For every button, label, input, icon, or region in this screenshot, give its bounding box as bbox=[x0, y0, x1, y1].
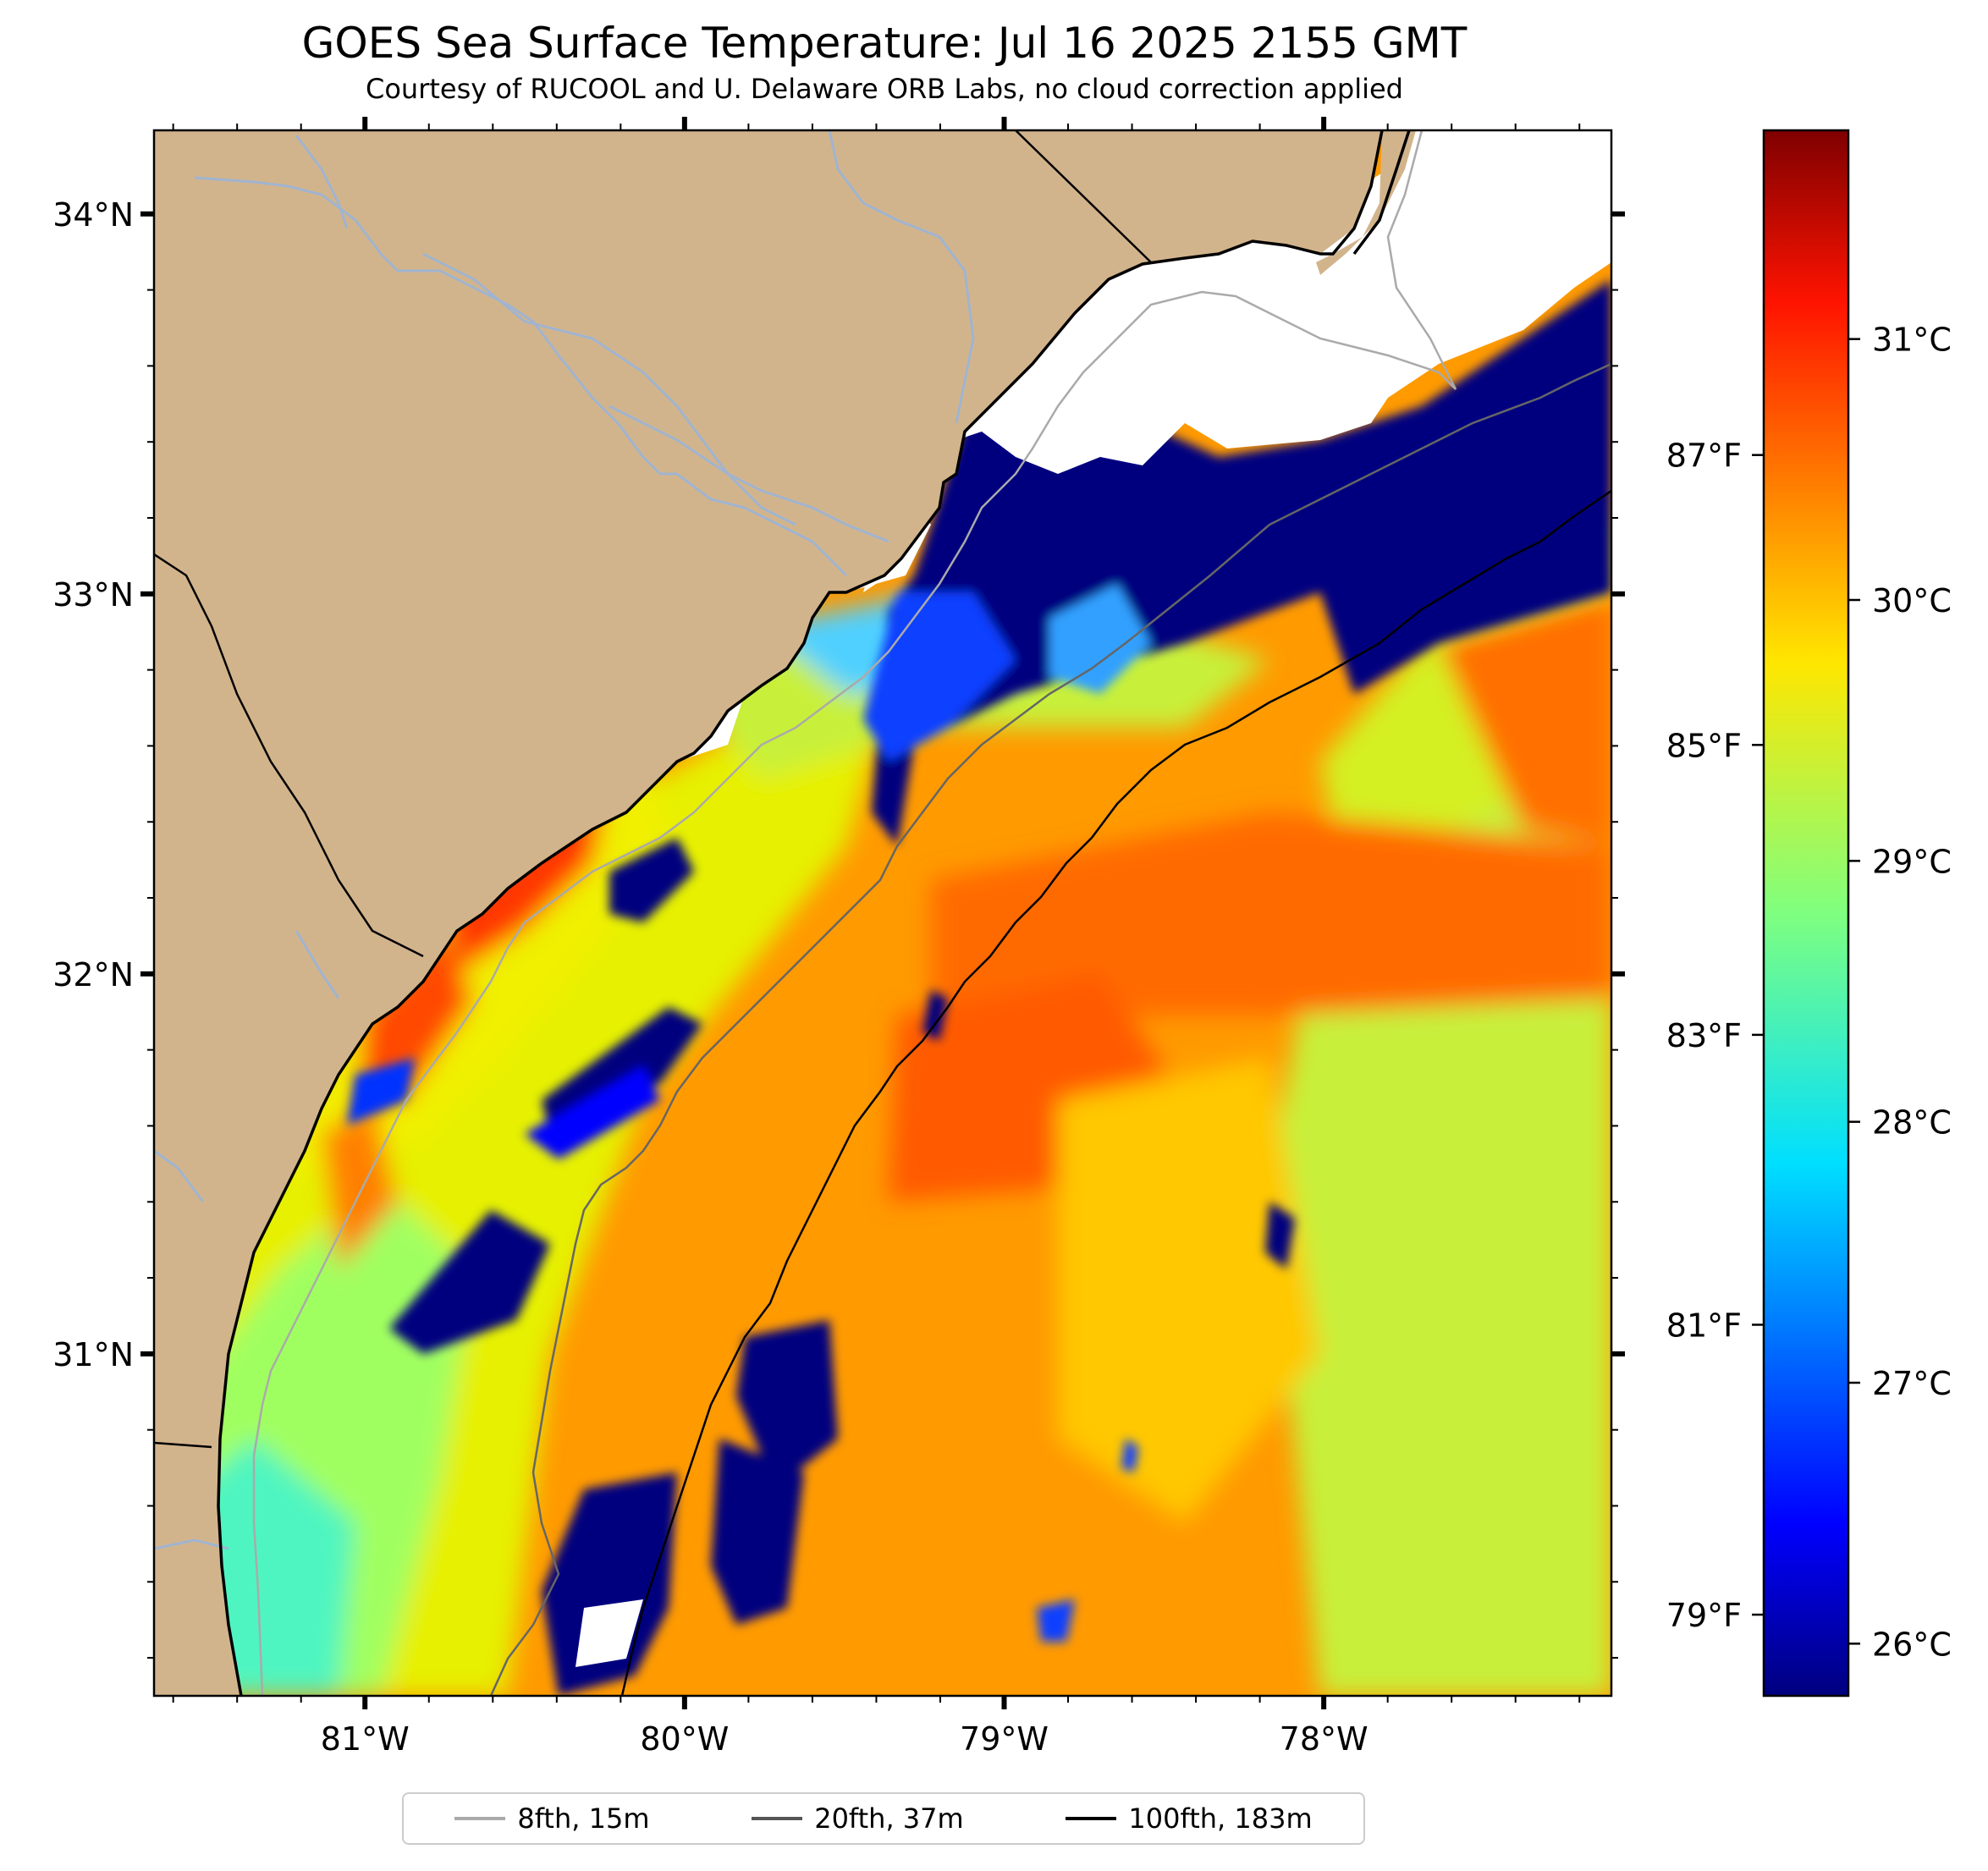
colorbar-celsius-label: 27°C bbox=[1872, 1365, 1952, 1402]
legend-item: 20fth, 37m bbox=[752, 1802, 964, 1835]
colorbar-fahrenheit-label: 87°F bbox=[1666, 437, 1742, 475]
legend-label: 100fth, 183m bbox=[1128, 1802, 1313, 1835]
contour-100fth bbox=[620, 489, 1611, 1696]
state-border-south bbox=[154, 1441, 212, 1449]
legend-label: 8fth, 15m bbox=[517, 1802, 650, 1835]
coastline bbox=[217, 130, 1384, 1696]
colorbar-fahrenheit-label: 81°F bbox=[1666, 1307, 1742, 1344]
legend-line-swatch bbox=[1066, 1817, 1117, 1820]
legend-item: 8fth, 15m bbox=[454, 1802, 649, 1835]
x-tick-label: 80°W bbox=[640, 1720, 729, 1758]
y-tick-label: 31°N bbox=[52, 1336, 134, 1373]
legend: 8fth, 15m 20fth, 37m 100fth, 183m bbox=[402, 1792, 1365, 1845]
colorbar bbox=[1762, 129, 1850, 1698]
y-tick-label: 32°N bbox=[52, 956, 134, 993]
map-title: GOES Sea Surface Temperature: Jul 16 202… bbox=[301, 19, 1468, 68]
colorbar-fahrenheit-label: 85°F bbox=[1666, 727, 1742, 764]
colorbar-celsius-label: 30°C bbox=[1872, 582, 1952, 619]
x-axis: 81°W 80°W 79°W 78°W bbox=[172, 117, 1581, 1758]
x-tick-label: 79°W bbox=[960, 1720, 1049, 1758]
state-border bbox=[1015, 130, 1152, 263]
map-area[interactable] bbox=[154, 130, 1611, 1696]
contour-20fth bbox=[489, 362, 1611, 1696]
coastline-north bbox=[1352, 130, 1411, 256]
rivers bbox=[154, 130, 975, 1550]
colorbar-celsius-axis: 26°C 27°C 28°C 29°C 30°C 31°C bbox=[1848, 322, 1952, 1663]
legend-line-swatch bbox=[752, 1817, 803, 1820]
y-tick-label: 33°N bbox=[52, 576, 134, 614]
legend-label: 20fth, 37m bbox=[814, 1802, 964, 1835]
y-tick-label: 34°N bbox=[52, 196, 134, 234]
county-border bbox=[154, 553, 424, 958]
x-tick-label: 78°W bbox=[1280, 1720, 1368, 1758]
colorbar-fahrenheit-axis: 79°F 81°F 83°F 85°F 87°F bbox=[1666, 437, 1764, 1634]
legend-line-swatch bbox=[454, 1817, 506, 1820]
colorbar-celsius-label: 29°C bbox=[1872, 843, 1952, 880]
colorbar-celsius-label: 28°C bbox=[1872, 1104, 1952, 1142]
x-tick-label: 81°W bbox=[321, 1720, 410, 1758]
colorbar-celsius-label: 31°C bbox=[1872, 322, 1952, 359]
no-data-region-south bbox=[575, 1599, 643, 1667]
colorbar-fahrenheit-label: 83°F bbox=[1666, 1017, 1742, 1054]
contour-8fth bbox=[252, 130, 1457, 1696]
map-frame bbox=[152, 129, 1613, 1698]
colorbar-fahrenheit-label: 79°F bbox=[1666, 1597, 1742, 1634]
map-subtitle: Courtesy of RUCOOL and U. Delaware ORB L… bbox=[366, 73, 1403, 105]
colorbar-celsius-label: 26°C bbox=[1872, 1626, 1952, 1663]
y-axis: 34°N 33°N 32°N 31°N bbox=[52, 196, 1625, 1659]
legend-item: 100fth, 183m bbox=[1066, 1802, 1313, 1835]
no-data-region bbox=[863, 130, 1611, 592]
land-mass bbox=[154, 130, 1416, 1696]
